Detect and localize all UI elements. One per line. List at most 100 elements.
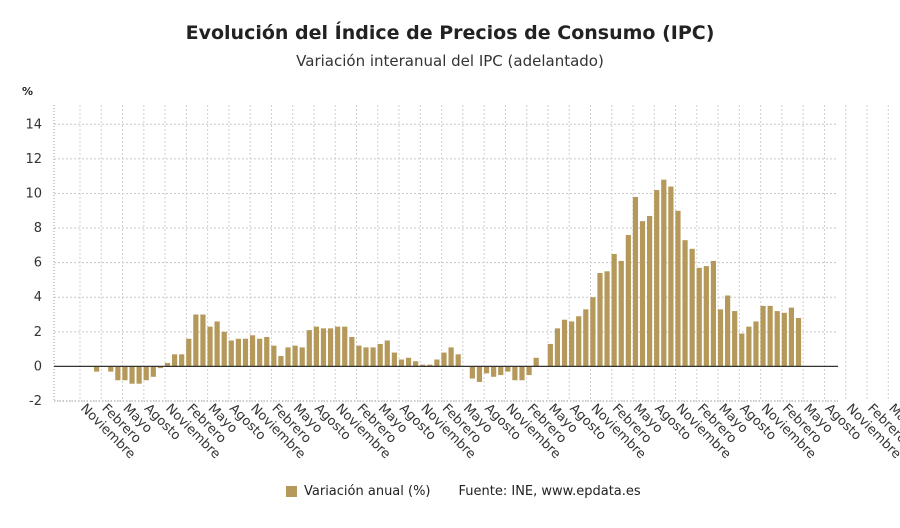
bar: [689, 248, 695, 367]
bar: [384, 340, 390, 367]
bar: [313, 326, 319, 367]
y-tick-label: -2: [29, 394, 42, 409]
bar: [93, 366, 100, 372]
y-tick-label: 12: [25, 152, 42, 167]
y-tick-label: 14: [25, 117, 42, 132]
bar: [271, 345, 277, 367]
bar: [469, 366, 475, 379]
bar: [505, 366, 511, 372]
bar: [561, 319, 568, 367]
bar: [795, 317, 802, 367]
bar: [278, 356, 284, 367]
bar: [533, 357, 539, 367]
bar: [682, 240, 688, 367]
bar: [604, 271, 610, 367]
bar: [356, 345, 362, 367]
bar: [214, 321, 220, 367]
bar: [569, 321, 575, 367]
bar: [306, 330, 312, 367]
bar: [611, 254, 617, 367]
bar: [434, 359, 440, 367]
bar: [186, 338, 192, 367]
bar: [413, 361, 419, 367]
bar: [370, 347, 376, 367]
bar: [583, 309, 589, 367]
bar: [703, 266, 709, 367]
bar: [732, 311, 738, 367]
bar: [739, 333, 745, 367]
bar: [725, 295, 731, 367]
y-tick-label: 0: [34, 359, 42, 374]
bar: [774, 311, 780, 367]
y-tick-label: 4: [34, 290, 42, 305]
bar: [576, 316, 582, 367]
bar: [767, 305, 773, 367]
bar: [427, 364, 433, 367]
bar: [788, 307, 795, 367]
bar: [498, 366, 504, 376]
chart-legend: Variación anual (%) Fuente: INE, www.epd…: [286, 484, 641, 499]
bar: [122, 366, 128, 381]
bar: [448, 347, 454, 367]
bar: [654, 190, 660, 367]
bar: [285, 347, 291, 367]
bar: [647, 215, 653, 367]
bar: [136, 366, 142, 384]
bar: [143, 366, 149, 381]
bar: [179, 354, 185, 367]
bar: [108, 366, 114, 372]
bar: [696, 267, 702, 367]
chart-subtitle: Variación interanual del IPC (adelantado…: [296, 52, 604, 70]
bar: [753, 321, 759, 367]
bar: [207, 326, 213, 367]
bar: [398, 359, 405, 367]
bar: [512, 366, 518, 381]
bar: [292, 345, 298, 367]
bar: [717, 309, 724, 367]
bar-series: [93, 179, 802, 384]
bar: [257, 338, 263, 367]
bar: [441, 352, 447, 367]
bar: [150, 366, 156, 377]
bar: [363, 347, 369, 367]
bar: [632, 196, 639, 367]
bar: [391, 352, 397, 367]
y-tick-label: 2: [34, 325, 42, 340]
bar: [519, 366, 525, 381]
bar: [228, 340, 234, 367]
bar: [760, 305, 766, 367]
y-tick-label: 10: [25, 186, 42, 201]
bar: [405, 357, 412, 367]
bar: [554, 328, 561, 367]
bar: [249, 335, 256, 367]
source-note: Fuente: INE, www.epdata.es: [458, 484, 641, 499]
bar: [420, 364, 426, 367]
bar: [171, 354, 178, 367]
bar: [157, 366, 163, 369]
bar: [618, 260, 624, 367]
bar: [342, 326, 348, 367]
bar: [625, 234, 631, 367]
bar: [526, 366, 532, 376]
bar: [129, 366, 135, 384]
bar: [476, 366, 483, 382]
y-axis: -2 0 2 4 6 8 10 12 14: [25, 105, 55, 409]
bar: [781, 312, 787, 367]
bar: [710, 260, 717, 367]
bar: [327, 328, 334, 367]
y-axis-label: %: [22, 85, 33, 98]
bar: [590, 297, 596, 367]
bar: [200, 314, 206, 367]
bar: [483, 366, 490, 374]
bar: [491, 366, 497, 377]
bar: [335, 326, 341, 367]
y-tick-label: 6: [34, 256, 42, 271]
bar: [661, 179, 667, 367]
bar: [115, 366, 121, 381]
bar: [746, 326, 752, 367]
bar: [455, 354, 461, 367]
bar: [320, 328, 327, 367]
legend-label: Variación anual (%): [304, 484, 431, 499]
bar: [547, 343, 553, 367]
